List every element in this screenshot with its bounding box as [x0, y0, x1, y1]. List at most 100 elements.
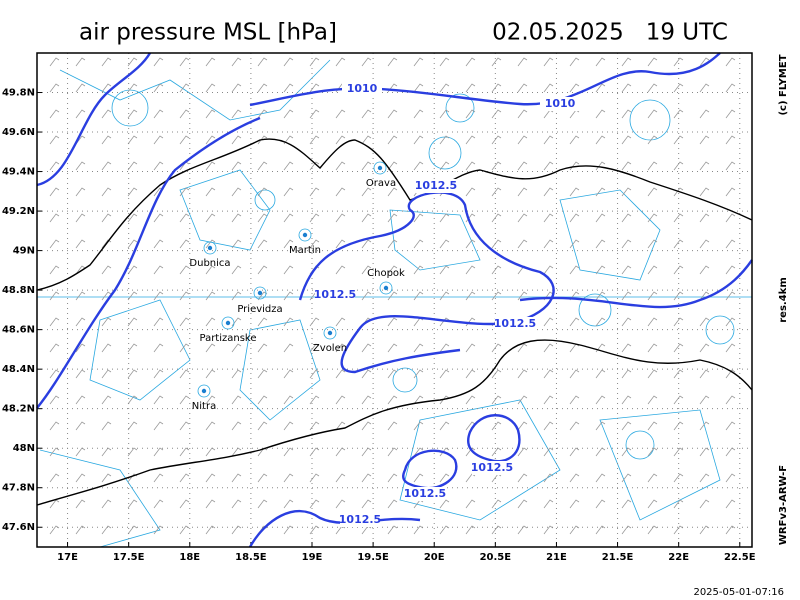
wind-barb [543, 499, 554, 509]
wind-barb [49, 395, 60, 405]
wind-barb [621, 135, 632, 145]
y-tick-label: 48N [13, 443, 35, 454]
wind-barb [413, 291, 424, 301]
wind-barb [75, 83, 86, 93]
wind-barb [127, 291, 138, 301]
wind-barb [49, 83, 60, 93]
wind-barb [491, 499, 502, 509]
wind-barb [179, 395, 190, 405]
wind-barb [127, 499, 138, 509]
wind-barb [647, 57, 658, 67]
x-tick-label: 19E [302, 552, 323, 563]
wind-barb [179, 57, 190, 67]
wind-barb [179, 317, 190, 327]
wind-barb [517, 499, 528, 509]
wind-barb [439, 499, 450, 509]
wind-barb [153, 213, 164, 223]
wind-barb [127, 421, 138, 431]
terrain-line [239, 319, 321, 421]
wind-barb [283, 265, 294, 275]
wind-barb [699, 109, 710, 119]
terrain-circle [705, 315, 735, 345]
wind-barb [491, 109, 502, 119]
wind-barb [569, 473, 580, 483]
wind-barb [621, 57, 632, 67]
map-area: 1010 1010 1012.5 1012.5 1012.5 1012.5 1012.5 10… [36, 52, 753, 548]
wind-barb [595, 135, 606, 145]
wind-barb [491, 135, 502, 145]
wind-barb [647, 421, 658, 431]
wind-barb [179, 447, 190, 457]
y-tick-label: 49N [13, 246, 35, 257]
wind-barb [231, 265, 242, 275]
isobar-label: 1012.5 [415, 179, 457, 192]
wind-barb [101, 421, 112, 431]
wind-barb [647, 109, 658, 119]
wind-barb [673, 395, 684, 405]
wind-barb [127, 239, 138, 249]
wind-barb [595, 525, 606, 535]
wind-barb [725, 473, 736, 483]
cities: Orava Martin Dubnica Chopok Prievidza Partiza… [189, 161, 405, 412]
wind-barb [205, 187, 216, 197]
wind-barb [75, 187, 86, 197]
wind-barb [725, 57, 736, 67]
wind-barb [439, 161, 450, 171]
wind-barb [543, 187, 554, 197]
wind-barb [673, 161, 684, 171]
y-tick-label: 49.8N [2, 88, 35, 99]
wind-barb [127, 369, 138, 379]
wind-barb [153, 395, 164, 405]
wind-barb [699, 57, 710, 67]
wind-barb [387, 239, 398, 249]
wind-barb [595, 369, 606, 379]
wind-barb [517, 239, 528, 249]
wind-barb [257, 499, 268, 509]
wind-barb [335, 265, 346, 275]
city-label: Partizanske [199, 333, 256, 344]
wind-barb [699, 499, 710, 509]
wind-barb [101, 213, 112, 223]
wind-barb [361, 187, 372, 197]
wind-barb [101, 473, 112, 483]
wind-barb [127, 343, 138, 353]
wind-barb [257, 317, 268, 327]
wind-barb [673, 447, 684, 457]
wind-barb [413, 161, 424, 171]
wind-barb [543, 213, 554, 223]
wind-barb [465, 291, 476, 301]
wind-barb [439, 291, 450, 301]
wind-barb [205, 317, 216, 327]
wind-barb [387, 57, 398, 67]
wind-barb [595, 473, 606, 483]
wind-barb [49, 421, 60, 431]
wind-barb [491, 161, 502, 171]
isobar-label-bg [340, 513, 380, 527]
wind-barb [205, 265, 216, 275]
wind-barb [595, 395, 606, 405]
wind-barb [517, 57, 528, 67]
wind-barb [231, 213, 242, 223]
resolution: res.4km [778, 277, 789, 323]
wind-barb [283, 421, 294, 431]
wind-barb [725, 213, 736, 223]
wind-barb [179, 135, 190, 145]
wind-barb [621, 161, 632, 171]
wind-barb [153, 473, 164, 483]
wind-barb [517, 83, 528, 93]
x-tick-label: 21E [546, 552, 567, 563]
city-dot [327, 330, 333, 336]
city-label: Chopok [367, 268, 405, 279]
wind-barb [699, 291, 710, 301]
wind-barb [517, 187, 528, 197]
terrain-line [399, 399, 561, 521]
wind-barb [101, 187, 112, 197]
wind-barb [595, 187, 606, 197]
wind-barb [309, 421, 320, 431]
city-label: Dubnica [189, 258, 230, 269]
wind-barb [673, 473, 684, 483]
wind-barb [673, 317, 684, 327]
wind-barb [413, 447, 424, 457]
wind-barb [621, 343, 632, 353]
wind-barb [231, 473, 242, 483]
